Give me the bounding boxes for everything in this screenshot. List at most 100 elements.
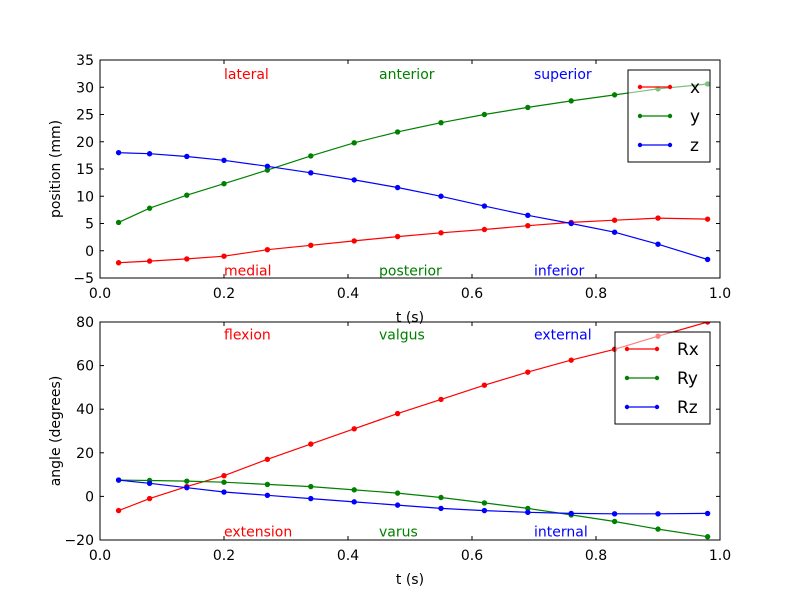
y-tick-label: −20 [64,533,94,549]
data-point-x [394,233,401,240]
data-point-Rz [264,492,271,499]
data-point-Rx [704,322,711,325]
legend-marker-z [637,142,643,148]
y-tick-label: 40 [76,402,94,418]
annotation-internal: internal [534,525,588,541]
y-tick-label: 60 [76,359,94,375]
data-point-z [115,149,122,156]
y-tick-label: 80 [76,315,94,331]
x-tick-label: 0.2 [213,286,235,302]
legend-marker-z [667,142,673,148]
x-tick-label: 0.4 [337,286,359,302]
data-point-Rz [308,495,314,502]
legend-marker-Rx [624,346,630,352]
data-point-z [146,151,153,157]
x-tick-label: 0.4 [337,548,359,564]
x-tick-label: 0.6 [461,548,483,564]
data-point-y [394,129,401,135]
data-point-Ry [481,500,488,506]
data-point-Rx [394,410,401,417]
series-line-Rz [118,479,708,515]
series-line-z [118,152,708,261]
series-line-x [118,217,708,264]
legend-marker-Ry [624,375,630,381]
y-tick-label: 0 [85,244,94,260]
x-tick-label: 1.0 [709,286,731,302]
chart-1: 0.0 0.2 0.4 0.6 0.8 1.0 −5 0 5 10 15 20 25 30 35 t (s) p… [48,53,731,326]
data-point-y [568,98,574,104]
data-point-z [525,212,531,219]
data-point-y [146,205,153,211]
data-point-y [438,119,444,126]
data-point-Ry [184,478,190,484]
data-point-z [394,184,401,191]
data-point-Ry [351,487,357,493]
data-point-x [115,260,122,266]
legend-label-Ry: Ry [677,369,698,389]
x-tick-label: 0.0 [89,286,111,302]
legend-label-y: y [690,107,700,127]
x-axis-label: t (s) [396,572,424,588]
chart-2: 0.0 0.2 0.4 0.6 0.8 1.0 −20 0 20 40 60 80 t (s) angle… [48,315,731,588]
data-point-Ry [264,481,271,488]
data-point-y [525,104,531,111]
legend-marker-Ry [654,375,660,381]
plot-frame [99,59,721,279]
data-point-z [184,153,190,160]
legend-marker-x [637,84,643,90]
y-tick-label: 25 [76,108,94,124]
data-point-Rx [438,396,444,403]
x-tick-label: 0.0 [89,548,111,564]
data-point-z [704,256,711,263]
plot-frame [99,321,721,541]
annotation-superior: superior [534,67,592,83]
data-point-Rz [655,511,661,517]
annotation-extension: extension [224,525,292,541]
data-point-Ry [438,494,444,501]
annotation-flexion: flexion [224,327,271,343]
data-point-y [115,219,122,226]
annotation-varus: varus [379,525,418,541]
data-point-Ry [308,483,314,490]
annotation-valgus: valgus [379,327,425,343]
data-point-x [481,226,488,233]
y-tick-label: 20 [76,135,94,151]
data-point-x [611,217,618,223]
data-point-Rx [525,369,531,375]
data-point-x [221,253,227,259]
data-point-Rz [351,499,357,505]
data-point-y [184,192,190,198]
y-axis-label: position (mm) [48,120,64,218]
x-tick-label: 0.8 [585,548,607,564]
y-tick-label: −5 [73,271,94,287]
data-point-Rz [438,505,444,512]
data-point-Rz [115,477,122,483]
data-point-Ry [611,518,618,525]
data-point-x [264,246,271,253]
legend: Rx Ry Rz [614,331,711,425]
data-point-x [704,216,711,222]
legend-label-x: x [690,78,700,98]
y-tick-label: 0 [85,489,94,505]
data-point-Rz [481,507,488,514]
data-point-x [438,230,444,236]
data-point-Rx [568,357,574,363]
data-point-z [351,177,357,183]
legend-marker-Rz [654,404,660,410]
legend-marker-y [667,113,673,119]
y-tick-label: 20 [76,446,94,462]
data-point-Rz [184,484,190,491]
data-point-Rz [611,511,618,517]
data-point-z [611,229,618,235]
legend-marker-Rx [654,346,660,352]
legend-label-Rz: Rz [677,398,698,418]
y-tick-label: 15 [76,162,94,178]
data-point-x [184,256,190,262]
legend-marker-Rz [624,404,630,410]
y-tick-label: 30 [76,80,94,96]
data-point-Rz [704,510,711,517]
y-axis-label: angle (degrees) [48,376,64,487]
data-point-z [655,241,661,247]
series-group [115,81,711,266]
